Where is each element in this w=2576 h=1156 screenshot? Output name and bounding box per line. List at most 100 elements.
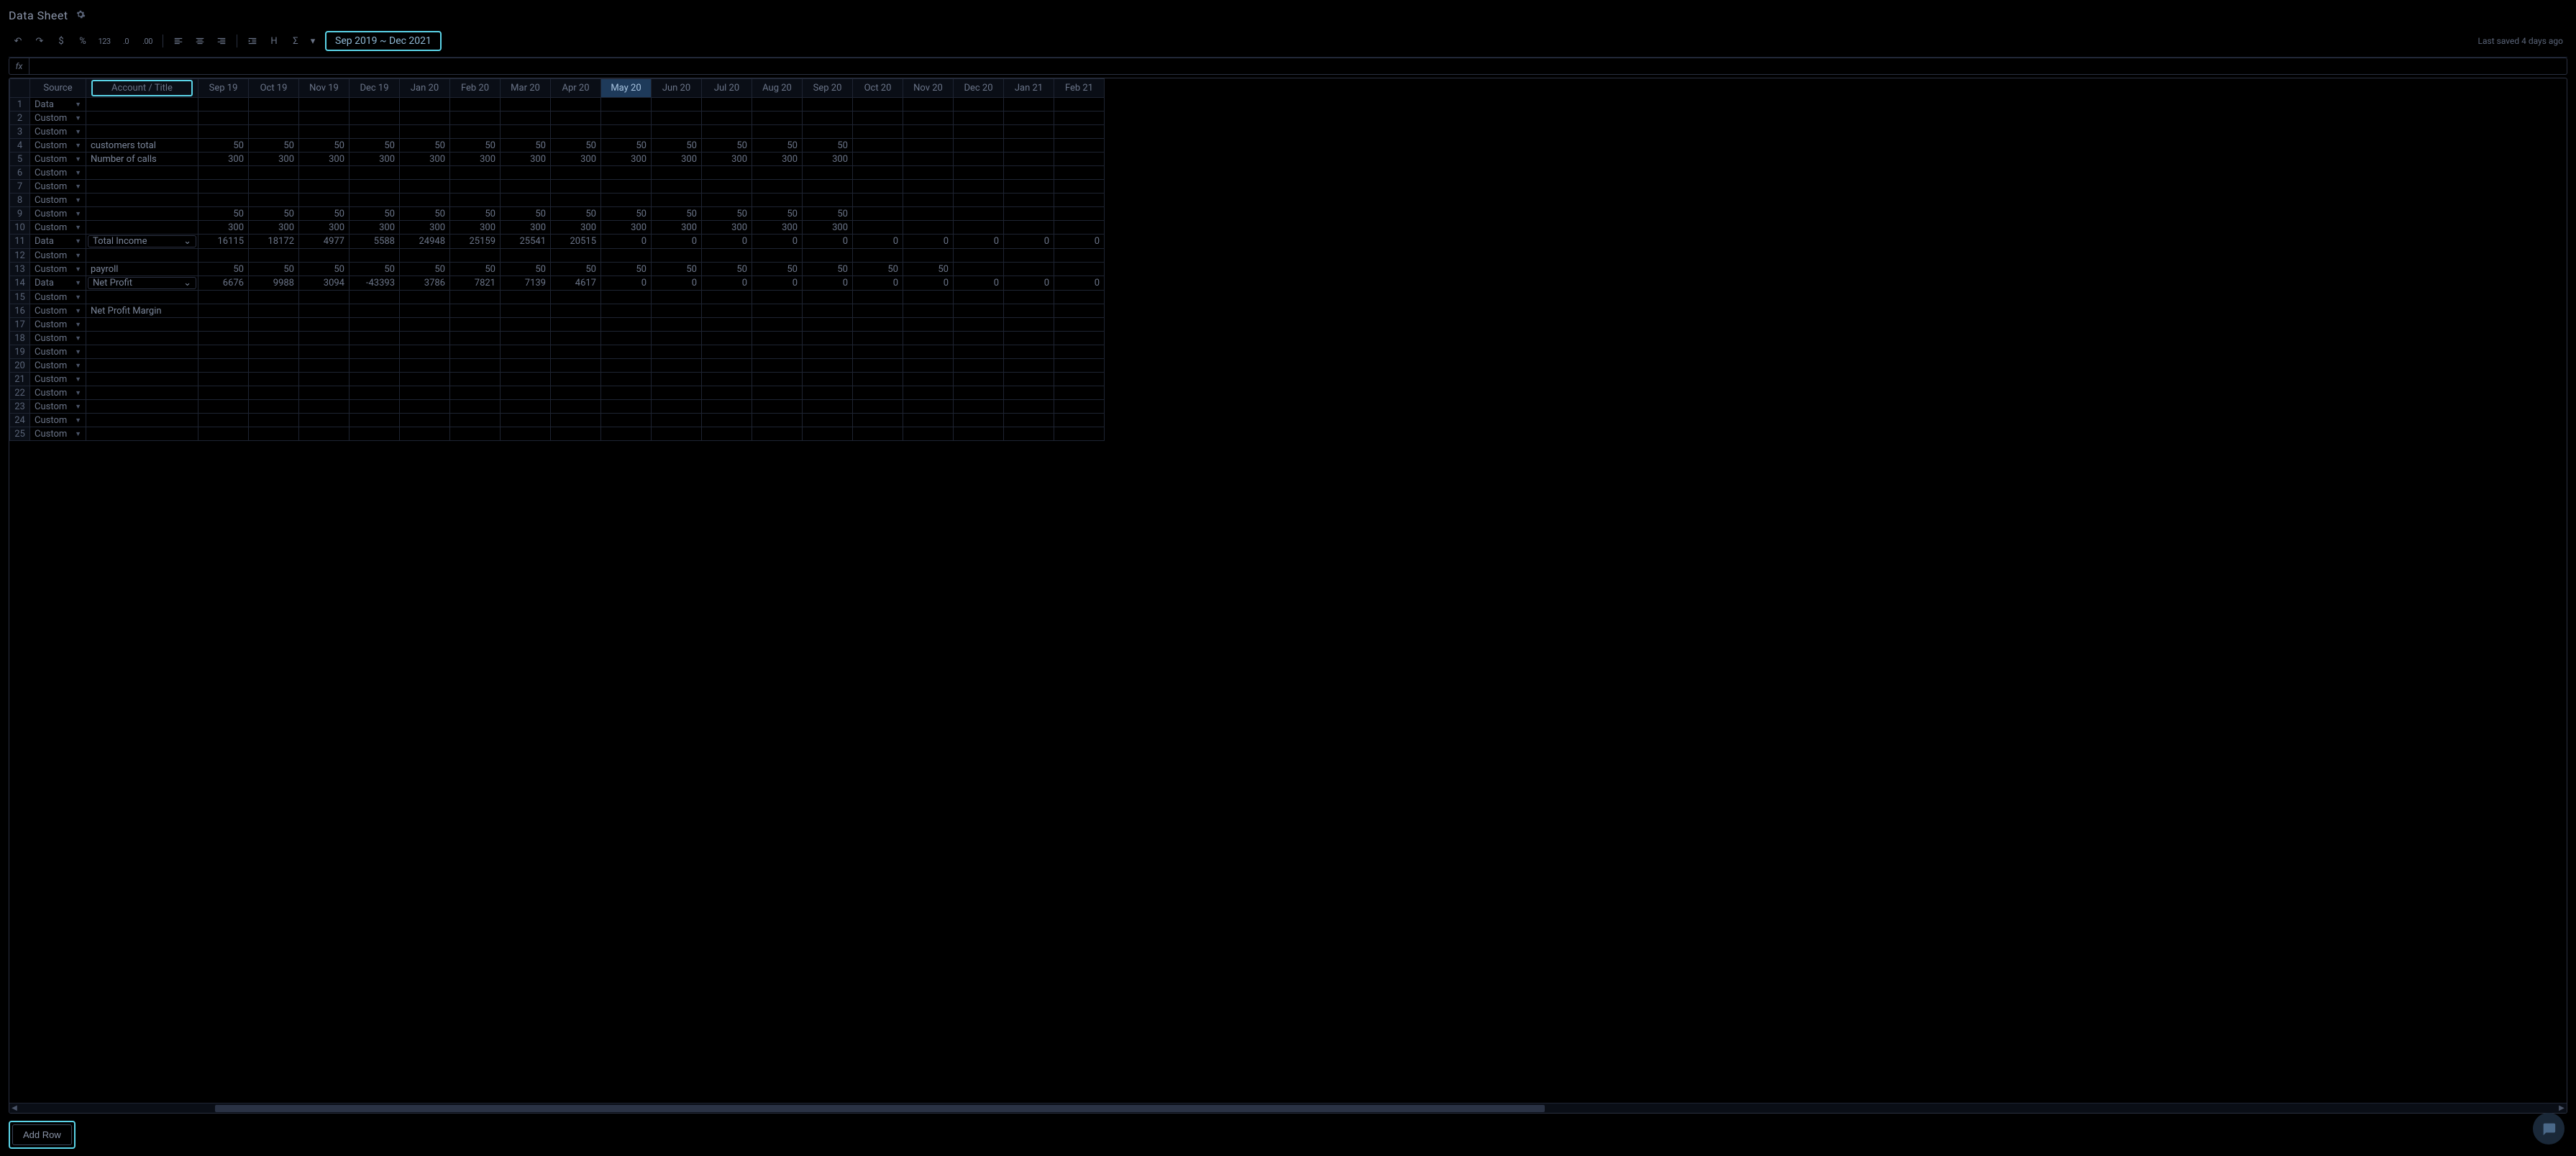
row-number[interactable]: 8 — [10, 194, 30, 207]
month-header[interactable]: Feb 21 — [1054, 79, 1105, 98]
value-cell[interactable] — [1004, 414, 1054, 427]
value-cell[interactable] — [954, 139, 1004, 153]
value-cell[interactable] — [702, 318, 752, 332]
title-cell[interactable] — [86, 318, 198, 332]
value-cell[interactable]: 20515 — [551, 235, 601, 249]
title-cell[interactable] — [86, 414, 198, 427]
value-cell[interactable] — [299, 194, 350, 207]
value-cell[interactable] — [853, 139, 903, 153]
value-cell[interactable] — [1004, 207, 1054, 221]
value-cell[interactable] — [249, 98, 299, 111]
value-cell[interactable] — [400, 359, 450, 373]
value-cell[interactable] — [702, 345, 752, 359]
row-number[interactable]: 12 — [10, 249, 30, 263]
value-cell[interactable] — [551, 400, 601, 414]
value-cell[interactable] — [954, 291, 1004, 304]
row-number[interactable]: 21 — [10, 373, 30, 386]
title-cell[interactable] — [86, 194, 198, 207]
chat-icon[interactable] — [2533, 1113, 2564, 1144]
row-number[interactable]: 17 — [10, 318, 30, 332]
source-cell[interactable]: Custom▼ — [30, 139, 86, 153]
value-cell[interactable] — [803, 194, 853, 207]
value-cell[interactable]: 50 — [400, 263, 450, 276]
title-cell[interactable] — [86, 291, 198, 304]
value-cell[interactable] — [853, 153, 903, 166]
value-cell[interactable] — [601, 180, 652, 194]
value-cell[interactable] — [1004, 345, 1054, 359]
value-cell[interactable] — [853, 166, 903, 180]
value-cell[interactable] — [803, 98, 853, 111]
value-cell[interactable]: 0 — [752, 235, 803, 249]
value-cell[interactable] — [702, 386, 752, 400]
value-cell[interactable] — [450, 400, 501, 414]
gear-icon[interactable] — [76, 9, 86, 22]
value-cell[interactable] — [652, 166, 702, 180]
value-cell[interactable] — [601, 249, 652, 263]
value-cell[interactable] — [299, 359, 350, 373]
value-cell[interactable] — [853, 98, 903, 111]
value-cell[interactable] — [702, 111, 752, 125]
value-cell[interactable] — [299, 111, 350, 125]
row-number[interactable]: 25 — [10, 427, 30, 441]
value-cell[interactable] — [450, 386, 501, 400]
value-cell[interactable]: 50 — [702, 139, 752, 153]
value-cell[interactable] — [803, 111, 853, 125]
value-cell[interactable]: 50 — [501, 207, 551, 221]
value-cell[interactable] — [601, 345, 652, 359]
title-cell[interactable]: Total Income⌄ — [86, 235, 198, 249]
value-cell[interactable] — [1054, 180, 1105, 194]
value-cell[interactable] — [249, 400, 299, 414]
value-cell[interactable]: 0 — [853, 276, 903, 291]
row-number[interactable]: 24 — [10, 414, 30, 427]
value-cell[interactable] — [1054, 166, 1105, 180]
value-cell[interactable] — [450, 125, 501, 139]
value-cell[interactable] — [501, 359, 551, 373]
value-cell[interactable] — [551, 180, 601, 194]
value-cell[interactable] — [803, 318, 853, 332]
value-cell[interactable] — [450, 345, 501, 359]
value-cell[interactable]: 300 — [551, 221, 601, 235]
value-cell[interactable] — [903, 111, 954, 125]
value-cell[interactable]: 300 — [299, 221, 350, 235]
value-cell[interactable] — [702, 414, 752, 427]
value-cell[interactable] — [1004, 194, 1054, 207]
value-cell[interactable]: 50 — [652, 263, 702, 276]
value-cell[interactable] — [198, 111, 249, 125]
title-cell[interactable] — [86, 98, 198, 111]
value-cell[interactable] — [350, 345, 400, 359]
month-header[interactable]: Jun 20 — [652, 79, 702, 98]
value-cell[interactable]: 0 — [652, 276, 702, 291]
title-cell[interactable] — [86, 221, 198, 235]
value-cell[interactable] — [501, 427, 551, 441]
value-cell[interactable] — [903, 139, 954, 153]
value-cell[interactable] — [1004, 373, 1054, 386]
value-cell[interactable]: 4617 — [551, 276, 601, 291]
source-cell[interactable]: Custom▼ — [30, 263, 86, 276]
value-cell[interactable]: 0 — [803, 235, 853, 249]
value-cell[interactable] — [400, 373, 450, 386]
value-cell[interactable]: 300 — [350, 153, 400, 166]
value-cell[interactable] — [450, 249, 501, 263]
source-cell[interactable]: Custom▼ — [30, 291, 86, 304]
value-cell[interactable]: 50 — [702, 263, 752, 276]
value-cell[interactable] — [702, 125, 752, 139]
value-cell[interactable] — [450, 359, 501, 373]
value-cell[interactable] — [249, 194, 299, 207]
title-cell[interactable]: Number of calls — [86, 153, 198, 166]
value-cell[interactable] — [954, 221, 1004, 235]
value-cell[interactable]: 50 — [803, 207, 853, 221]
month-header[interactable]: Jan 21 — [1004, 79, 1054, 98]
value-cell[interactable]: 0 — [1004, 235, 1054, 249]
value-cell[interactable] — [601, 194, 652, 207]
value-cell[interactable] — [601, 332, 652, 345]
row-number[interactable]: 10 — [10, 221, 30, 235]
value-cell[interactable] — [1054, 221, 1105, 235]
value-cell[interactable] — [350, 414, 400, 427]
value-cell[interactable]: 50 — [501, 139, 551, 153]
value-cell[interactable]: 50 — [551, 263, 601, 276]
value-cell[interactable]: 50 — [853, 263, 903, 276]
value-cell[interactable] — [752, 332, 803, 345]
value-cell[interactable] — [501, 291, 551, 304]
value-cell[interactable] — [551, 166, 601, 180]
value-cell[interactable] — [601, 400, 652, 414]
